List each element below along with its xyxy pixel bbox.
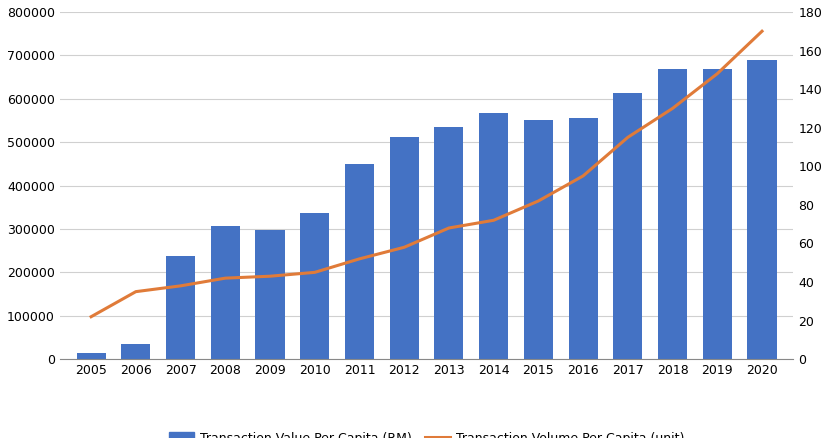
Bar (747, 60, 776, 359)
Bar (479, 113, 508, 359)
Bar (300, 213, 329, 359)
Bar (344, 164, 373, 359)
Bar (255, 230, 284, 359)
Bar (523, 120, 552, 359)
Bar (121, 344, 150, 359)
Bar (613, 93, 642, 359)
Bar (657, 69, 686, 359)
Legend: Transaction Value Per Capita (RM), Transaction Volume Per Capita (unit): Transaction Value Per Capita (RM), Trans… (164, 427, 688, 438)
Bar (166, 256, 195, 359)
Bar (702, 69, 731, 359)
Bar (434, 127, 463, 359)
Bar (76, 353, 105, 359)
Bar (389, 137, 418, 359)
Bar (210, 226, 239, 359)
Bar (568, 118, 597, 359)
